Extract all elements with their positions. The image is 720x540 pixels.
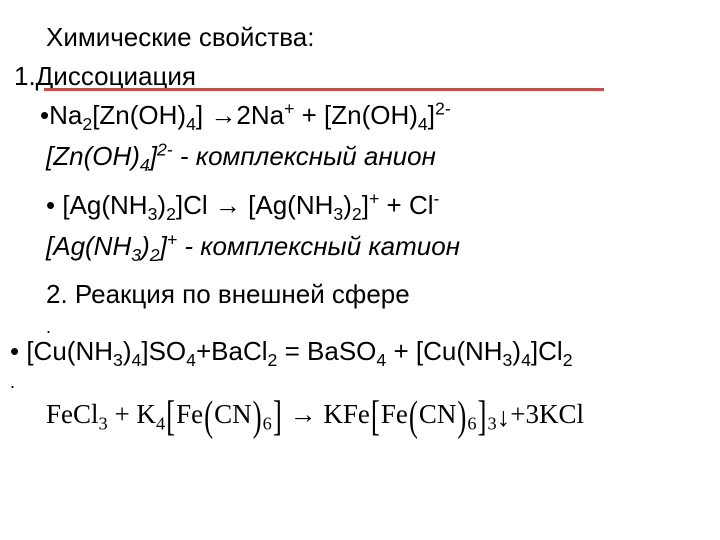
- bracket: (: [409, 388, 418, 444]
- sup: +: [369, 189, 379, 209]
- title-underline: [44, 88, 604, 91]
- bracket: [: [371, 388, 380, 444]
- sup: +: [284, 99, 294, 119]
- text: ]: [362, 190, 369, 220]
- text: ): [123, 336, 132, 366]
- text: - комплексный анион: [173, 141, 436, 171]
- equation-b: • [Ag(NH3)2]Cl → [Ag(NH3)2]+ + Cl-: [46, 188, 710, 223]
- sub: 3: [488, 413, 497, 433]
- sup: -: [434, 189, 440, 209]
- bullet-dot: .: [46, 320, 710, 334]
- sub: 2: [268, 350, 278, 370]
- text: ): [512, 336, 521, 366]
- bracket: [: [166, 388, 175, 444]
- text: ]: [428, 100, 435, 130]
- sub: 2: [82, 114, 92, 134]
- label-b: [Ag(NH3)2]+ - комплексный катион: [46, 229, 710, 264]
- equation-d: FeCl3 + K4[Fe(CN)6] → KFe[Fe(CN)6]3 ↓ +3…: [46, 396, 710, 435]
- text: + Cl: [379, 190, 433, 220]
- text: [Zn(OH): [92, 100, 186, 130]
- sub: 4: [156, 413, 165, 433]
- text: + K: [108, 399, 156, 429]
- text: • [Ag(NH: [46, 190, 148, 220]
- sub: 4: [132, 350, 142, 370]
- text: Fe: [176, 399, 203, 429]
- sub: 2: [563, 350, 573, 370]
- arrow-down-icon: ↓: [497, 399, 511, 435]
- text: ): [157, 190, 166, 220]
- sub: 3: [113, 350, 123, 370]
- equation-c: • [Cu(NH3)4]SO4+BaCl2 = BaSO4 + [Cu(NH3)…: [10, 334, 710, 369]
- text: CN: [419, 399, 457, 429]
- text: ] →2Na: [196, 100, 284, 130]
- text: ]: [160, 231, 167, 261]
- text: → KFe: [283, 399, 370, 429]
- text: = BaSO: [277, 336, 376, 366]
- equation-a: •Na2[Zn(OH)4] →2Na+ + [Zn(OH)4]2-: [40, 98, 710, 133]
- sub: 3: [333, 205, 343, 225]
- sub: 4: [418, 114, 428, 134]
- sub: 2: [352, 205, 362, 225]
- text: [Zn(OH): [46, 141, 140, 171]
- text: ): [343, 190, 352, 220]
- text: - комплексный катион: [177, 231, 460, 261]
- sub: 3: [148, 205, 158, 225]
- page-title: Химические свойства:: [46, 20, 710, 55]
- sup: 2-: [157, 140, 173, 160]
- text: •Na: [40, 100, 82, 130]
- bracket: ]: [273, 388, 282, 444]
- sub: 4: [376, 350, 386, 370]
- section2-heading: 2. Реакция по внешней сфере: [46, 277, 710, 312]
- sub: 3: [503, 350, 513, 370]
- text: ): [141, 231, 150, 261]
- sub: 4: [186, 114, 196, 134]
- text: CN: [214, 399, 252, 429]
- text: ]Cl: [531, 336, 563, 366]
- sub: 4: [521, 350, 531, 370]
- sub: 4: [140, 155, 150, 175]
- text: [Ag(NH: [46, 231, 131, 261]
- sub: 6: [263, 413, 272, 433]
- text: +3KCl: [510, 399, 584, 429]
- sub: 2: [166, 205, 176, 225]
- sub: 2: [150, 246, 160, 266]
- text: +BaCl: [196, 336, 268, 366]
- sub: 3: [99, 413, 108, 433]
- text: ]: [150, 141, 157, 171]
- bracket: (: [204, 388, 213, 444]
- sup: 2-: [435, 99, 451, 119]
- text: • [Cu(NH: [10, 336, 113, 366]
- label-a: [Zn(OH)4]2- - комплексный анион: [46, 139, 710, 174]
- bracket: ): [457, 388, 466, 444]
- bracket: ]: [478, 388, 487, 444]
- sub: 3: [131, 246, 141, 266]
- sup: +: [167, 230, 177, 250]
- text: + [Zn(OH): [294, 100, 418, 130]
- text: ]SO: [141, 336, 186, 366]
- sub: 6: [467, 413, 476, 433]
- text: FeCl: [46, 399, 99, 429]
- text: Fe: [381, 399, 408, 429]
- bracket: ): [253, 388, 262, 444]
- text: + [Cu(NH: [386, 336, 502, 366]
- bullet-dot: .: [10, 375, 710, 389]
- text: ]Cl → [Ag(NH: [176, 190, 333, 220]
- sub: 4: [186, 350, 196, 370]
